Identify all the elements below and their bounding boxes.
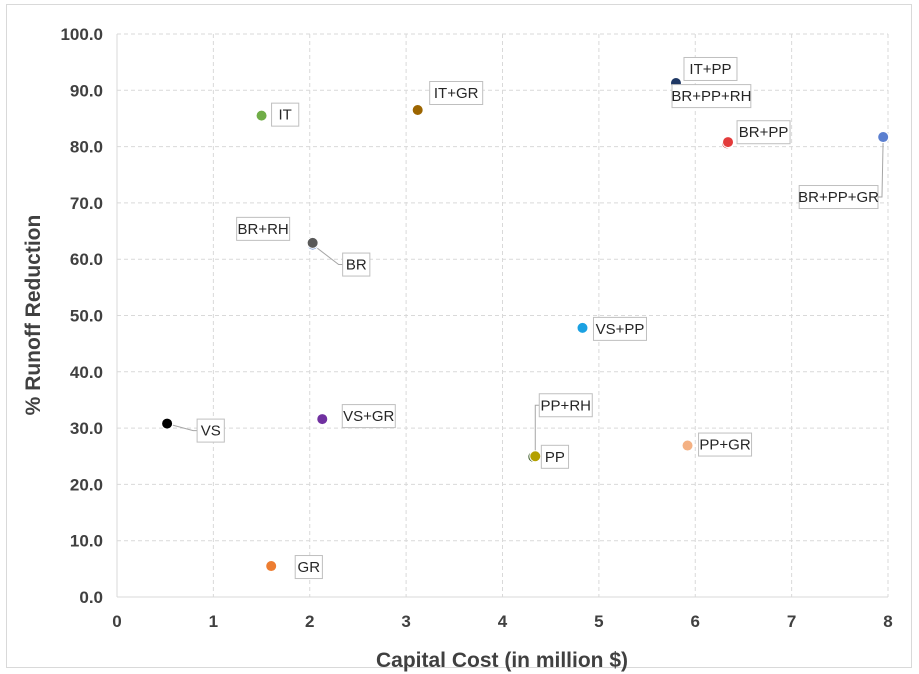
label-leader [166,423,198,432]
label-leader-lines [166,137,884,457]
y-tick-label: 80.0 [70,138,103,157]
data-label-box [671,84,752,109]
x-tick-label: 1 [209,612,218,631]
data-label-box [341,404,396,429]
data-label: GR [298,559,321,576]
data-label-box [698,432,753,457]
x-tick-labels: 0 1 2 3 4 5 6 7 8 [112,612,892,631]
y-tick-labels: 0.0 10.0 20.0 30.0 40.0 50.0 60.0 70.0 80.0 90.0 1… [60,25,103,607]
data-label: PP [545,449,565,466]
data-label-box [538,393,593,418]
data-label-box [294,555,323,580]
data-point [529,450,542,463]
data-point [877,131,890,144]
data-label-box [236,216,291,241]
x-tick-label: 8 [883,612,892,631]
y-tick-label: 70.0 [70,194,103,213]
x-tick-label: 3 [401,612,410,631]
data-label: VS+GR [343,408,394,425]
data-label-box [429,81,484,106]
data-labels: VS GR IT BR BR+RH VS+GR IT+GR PP PP+RH VS+PP IT+PP… [196,56,879,580]
data-label-box [798,185,879,210]
data-label-box [736,120,791,145]
data-point [722,136,735,149]
x-tick-label: 2 [305,612,314,631]
axes [116,34,888,598]
x-tick-label: 7 [787,612,796,631]
y-tick-label: 60.0 [70,250,103,269]
data-label-box [196,418,225,443]
chart-frame [6,4,912,668]
data-point [681,439,694,452]
x-tick-label: 6 [691,612,700,631]
y-tick-label: 90.0 [70,81,103,100]
data-point [411,104,424,117]
y-tick-label: 0.0 [79,588,103,607]
data-label-box [342,252,371,277]
data-label-box [592,316,647,341]
data-label: PP+RH [541,397,591,414]
label-leader [312,244,343,266]
x-axis-title: Capital Cost (in million $) [376,649,628,672]
data-point [255,109,268,122]
data-label: BR [346,257,367,274]
y-tick-label: 100.0 [60,25,103,44]
data-point [161,417,174,430]
y-tick-label: 30.0 [70,419,103,438]
data-point [576,321,589,334]
data-label: BR+PP [739,124,789,141]
data-label: BR+RH [238,221,289,238]
x-tick-label: 4 [498,612,508,631]
y-axis-title: % Runoff Reduction [22,215,45,416]
data-label: BR+PP+GR [798,189,879,206]
data-point [265,560,278,573]
data-points [161,76,890,573]
gridlines [117,33,889,597]
data-label: IT+PP [689,61,731,78]
y-tick-label: 40.0 [70,363,103,382]
data-point [316,413,329,426]
data-label: VS+PP [596,321,645,338]
data-label: IT [278,107,291,124]
x-tick-label: 5 [594,612,603,631]
data-label-box [540,444,570,469]
y-tick-label: 50.0 [70,307,103,326]
data-label: VS [201,423,221,440]
data-point [306,236,319,249]
data-label: IT+GR [434,85,479,102]
data-label: BR+PP+RH [671,88,751,105]
y-tick-label: 10.0 [70,532,103,551]
data-label-box [271,102,300,127]
data-label: PP+GR [699,437,750,454]
y-tick-label: 20.0 [70,475,103,494]
data-label-box [683,56,738,81]
label-leader [534,404,540,457]
label-leader [877,137,884,198]
x-tick-label: 0 [112,612,121,631]
